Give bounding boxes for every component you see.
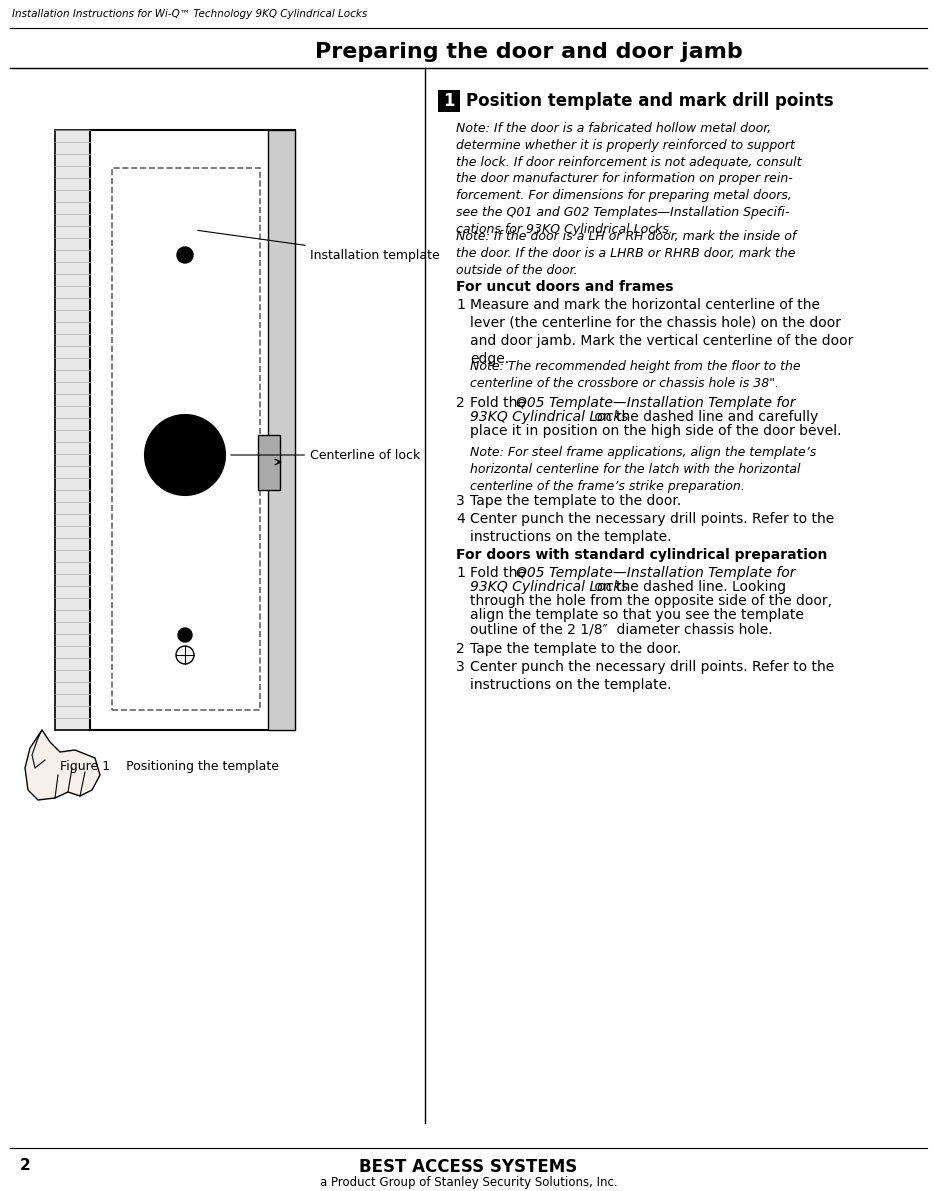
Text: Preparing the door and door jamb: Preparing the door and door jamb xyxy=(314,42,741,62)
Circle shape xyxy=(178,628,192,642)
Bar xyxy=(268,130,295,730)
Text: on the dashed line. Looking: on the dashed line. Looking xyxy=(590,580,785,594)
Circle shape xyxy=(177,247,193,263)
Text: 1: 1 xyxy=(456,566,464,580)
Text: Fold the: Fold the xyxy=(470,566,530,580)
Circle shape xyxy=(176,646,194,665)
Text: Note: If the door is a LH or RH door, mark the inside of
the door. If the door i: Note: If the door is a LH or RH door, ma… xyxy=(456,230,796,276)
Text: Note: If the door is a fabricated hollow metal door,
determine whether it is pro: Note: If the door is a fabricated hollow… xyxy=(456,121,800,236)
Text: place it in position on the high side of the door bevel.: place it in position on the high side of… xyxy=(470,424,841,438)
Text: For doors with standard cylindrical preparation: For doors with standard cylindrical prep… xyxy=(456,548,826,562)
Text: 1: 1 xyxy=(443,92,454,110)
Text: on the dashed line and carefully: on the dashed line and carefully xyxy=(590,410,817,424)
Text: 2: 2 xyxy=(456,395,464,410)
Text: through the hole from the opposite side of the door,: through the hole from the opposite side … xyxy=(470,594,831,607)
Text: 2: 2 xyxy=(456,642,464,656)
Text: 93KQ Cylindrical Locks: 93KQ Cylindrical Locks xyxy=(470,580,628,594)
Text: Fold the: Fold the xyxy=(470,395,530,410)
Polygon shape xyxy=(25,730,100,800)
Text: Installation template: Installation template xyxy=(197,230,439,262)
Text: Centerline of lock: Centerline of lock xyxy=(230,449,420,461)
Text: Note: The recommended height from the floor to the
centerline of the crossbore o: Note: The recommended height from the fl… xyxy=(470,360,799,389)
Circle shape xyxy=(145,414,225,495)
Text: Position template and mark drill points: Position template and mark drill points xyxy=(465,92,833,110)
Text: Installation Instructions for Wi-Q™ Technology 9KQ Cylindrical Locks: Installation Instructions for Wi-Q™ Tech… xyxy=(12,10,367,19)
Text: Q05 Template—Installation Template for: Q05 Template—Installation Template for xyxy=(516,566,795,580)
Text: Tape the template to the door.: Tape the template to the door. xyxy=(470,642,680,656)
Bar xyxy=(257,435,280,490)
Text: 93KQ Cylindrical Locks: 93KQ Cylindrical Locks xyxy=(470,410,628,424)
Text: outline of the 2 1/8″  diameter chassis hole.: outline of the 2 1/8″ diameter chassis h… xyxy=(470,622,772,636)
Bar xyxy=(112,168,259,710)
Bar xyxy=(90,130,295,730)
Text: For uncut doors and frames: For uncut doors and frames xyxy=(456,280,673,294)
Text: Tape the template to the door.: Tape the template to the door. xyxy=(470,494,680,509)
Text: Center punch the necessary drill points. Refer to the
instructions on the templa: Center punch the necessary drill points.… xyxy=(470,512,833,544)
Text: Figure 1    Positioning the template: Figure 1 Positioning the template xyxy=(60,760,279,773)
Text: Q05 Template—Installation Template for: Q05 Template—Installation Template for xyxy=(516,395,795,410)
Text: Note: For steel frame applications, align the template’s
horizontal centerline f: Note: For steel frame applications, alig… xyxy=(470,445,815,493)
Text: 4: 4 xyxy=(456,512,464,526)
Text: Center punch the necessary drill points. Refer to the
instructions on the templa: Center punch the necessary drill points.… xyxy=(470,660,833,692)
Text: BEST ACCESS SYSTEMS: BEST ACCESS SYSTEMS xyxy=(359,1158,577,1176)
Bar xyxy=(437,91,460,112)
Text: 3: 3 xyxy=(456,494,464,509)
Text: 2: 2 xyxy=(20,1158,31,1173)
Text: 3: 3 xyxy=(456,660,464,674)
Bar xyxy=(55,130,90,730)
Text: Measure and mark the horizontal centerline of the
lever (the centerline for the : Measure and mark the horizontal centerli… xyxy=(470,298,853,366)
Text: 1: 1 xyxy=(456,298,464,312)
Text: align the template so that you see the template: align the template so that you see the t… xyxy=(470,607,803,622)
Text: a Product Group of Stanley Security Solutions, Inc.: a Product Group of Stanley Security Solu… xyxy=(319,1176,617,1189)
